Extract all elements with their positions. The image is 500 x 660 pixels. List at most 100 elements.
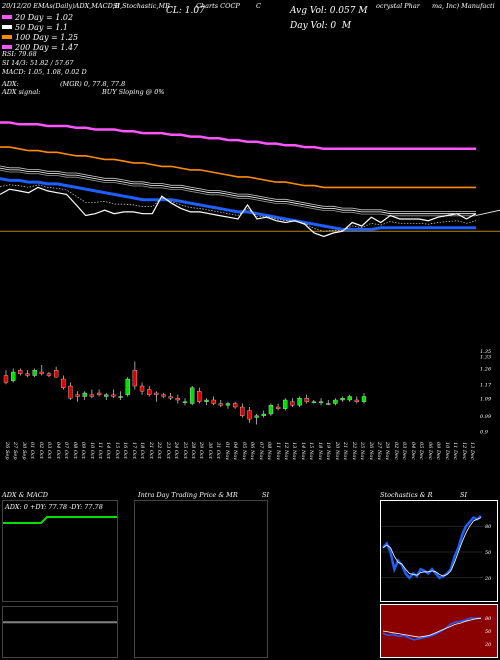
- rsi-tick-label: 50: [485, 629, 492, 635]
- date-tick-label: 30 Oct: [206, 442, 213, 459]
- date-tick-label: 02 Oct: [37, 442, 44, 459]
- date-tick-label: 21 Oct: [147, 442, 154, 459]
- date-tick-label: 06 Dec: [426, 442, 433, 460]
- date-tick-label: 16 Oct: [122, 442, 129, 459]
- ema-legend: 20 Day = 1.02 50 Day = 1.1 100 Day = 1.2…: [2, 12, 78, 52]
- candle-body: [304, 398, 309, 402]
- stoch-si-title: SI: [460, 491, 468, 499]
- stoch-panel-title: Stochastics & R: [380, 491, 433, 499]
- date-tick-label: 08 Oct: [71, 442, 78, 459]
- candle-body: [204, 399, 209, 402]
- date-tick-label: 01 Oct: [29, 442, 36, 459]
- ema200-line: [0, 121, 476, 151]
- legend-ema200: 200 Day = 1.47: [2, 42, 78, 52]
- date-tick-label: 18 Nov: [316, 442, 323, 461]
- date-tick-label: 09 Oct: [80, 442, 87, 459]
- rsi-line: [382, 616, 482, 641]
- candle-body: [3, 375, 9, 383]
- legend-swatch-ema200: [2, 45, 12, 49]
- rsi-plot: 80 50 20: [382, 616, 492, 648]
- price-tick-label: 0.9: [480, 430, 489, 436]
- close-price-line: [0, 186, 477, 238]
- candle-body: [354, 399, 359, 402]
- candle-body: [268, 405, 274, 415]
- ema50-line-lower: [0, 169, 476, 217]
- ema50-line-upper: [0, 165, 476, 212]
- day-volume: Day Vol: 0 M: [290, 21, 352, 31]
- date-tick-label: 08 Nov: [266, 442, 273, 461]
- stoch-tick-label: 50: [485, 550, 492, 556]
- candle-body: [39, 371, 44, 374]
- date-tick-label: 10 Dec: [443, 442, 450, 460]
- date-tick-label: 20 Nov: [333, 442, 340, 461]
- candle-body: [68, 385, 73, 399]
- legend-label-ema20: 20 Day = 1.02: [15, 12, 74, 22]
- candle-body: [161, 394, 166, 397]
- candle-body: [283, 399, 288, 409]
- adx-panel: ADX: 0 +DY: 77.78 -DY: 77.78: [2, 500, 118, 602]
- date-axis: 26 Sep 27 Sep 30 Sep 01 Oct 02 Oct 03 Oct 04 O…: [0, 440, 500, 485]
- legend-label-ema50: 50 Day = 1.1: [15, 22, 68, 32]
- candle-body: [18, 370, 23, 374]
- candlestick-chart: 1.33 1.26 1.17 1.09 0.99 0.9 1.35: [3, 349, 492, 436]
- close-tail: [475, 209, 500, 216]
- candle-body: [190, 387, 195, 404]
- date-tick-label: 03 Oct: [46, 442, 53, 459]
- candle-body: [175, 398, 180, 401]
- header-title-2: SI,Stochastic,MR: [113, 2, 171, 10]
- rsi-tick-label: 80: [485, 616, 492, 622]
- date-tick-label: 27 Nov: [376, 442, 382, 461]
- close-price: CL: 1.07: [166, 6, 205, 16]
- price-tick-label: 0.99: [480, 414, 492, 420]
- avg-volume: Avg Vol: 0.057 M: [290, 6, 368, 16]
- adx-plus-di-line: [3, 516, 117, 524]
- date-tick-label: 25 Oct: [181, 442, 188, 459]
- date-tick-label: 28 Oct: [190, 442, 196, 459]
- date-tick-label: 12 Nov: [283, 442, 289, 461]
- buy-signal: BUY Sloping @ 0%: [102, 88, 165, 96]
- legend-label-ema200: 200 Day = 1.47: [15, 42, 79, 52]
- candle-body: [82, 392, 87, 397]
- candle-body: [240, 406, 245, 416]
- ema100-line: [0, 146, 476, 189]
- macd-readout: MACD: 1.05, 1.08, 0.02 D: [2, 68, 87, 76]
- candle-body: [218, 403, 223, 406]
- price-tick-label: 1.33: [480, 354, 491, 360]
- candle-body: [318, 401, 324, 403]
- stochastics-panel: 80 50 20: [380, 500, 498, 602]
- candle-body: [96, 392, 102, 395]
- date-tick-label: 29 Oct: [198, 442, 205, 459]
- date-tick-label: 22 Nov: [350, 442, 357, 461]
- adx-readout-text: ADX: 0 +DY: 77.78 -DY: 77.78: [5, 503, 103, 511]
- candle-body: [168, 396, 173, 399]
- date-tick-label: 05 Nov: [240, 442, 247, 461]
- date-tick-label: 02 Dec: [392, 442, 399, 460]
- candle-body: [333, 399, 338, 404]
- candle-body: [118, 396, 123, 398]
- date-tick-label: 25 Nov: [359, 442, 366, 461]
- date-tick-label: 07 Nov: [257, 442, 264, 461]
- adx-values: (MGR) 0, 77.8, 77.8: [60, 80, 126, 88]
- legend-swatch-ema100: [2, 35, 12, 39]
- candle-body: [53, 370, 59, 378]
- candle-body: [32, 370, 37, 376]
- date-tick-label: 11 Nov: [274, 442, 281, 461]
- date-tick-label: 12 Dec: [460, 442, 467, 460]
- price-tick-label: 1.09: [480, 396, 492, 402]
- candle-body: [61, 378, 66, 388]
- candle-body: [211, 399, 216, 404]
- date-tick-label: 10 Oct: [88, 442, 95, 459]
- date-tick-label: 24 Oct: [173, 442, 180, 459]
- date-tick-label: 31 Oct: [215, 442, 222, 459]
- company-name-2: ma, Inc) Manufacti: [432, 2, 495, 10]
- candle-body: [297, 398, 302, 406]
- candle-body: [261, 413, 266, 416]
- candle-body: [347, 396, 352, 401]
- candle-body: [139, 385, 145, 392]
- date-tick-label: 13 Dec: [469, 442, 475, 460]
- date-tick-label: 15 Nov: [308, 442, 315, 461]
- price-tick-label: 1.17: [480, 382, 492, 388]
- candle-body: [147, 389, 152, 395]
- date-tick-label: 14 Oct: [105, 442, 112, 459]
- date-tick-label: 04 Nov: [232, 442, 239, 461]
